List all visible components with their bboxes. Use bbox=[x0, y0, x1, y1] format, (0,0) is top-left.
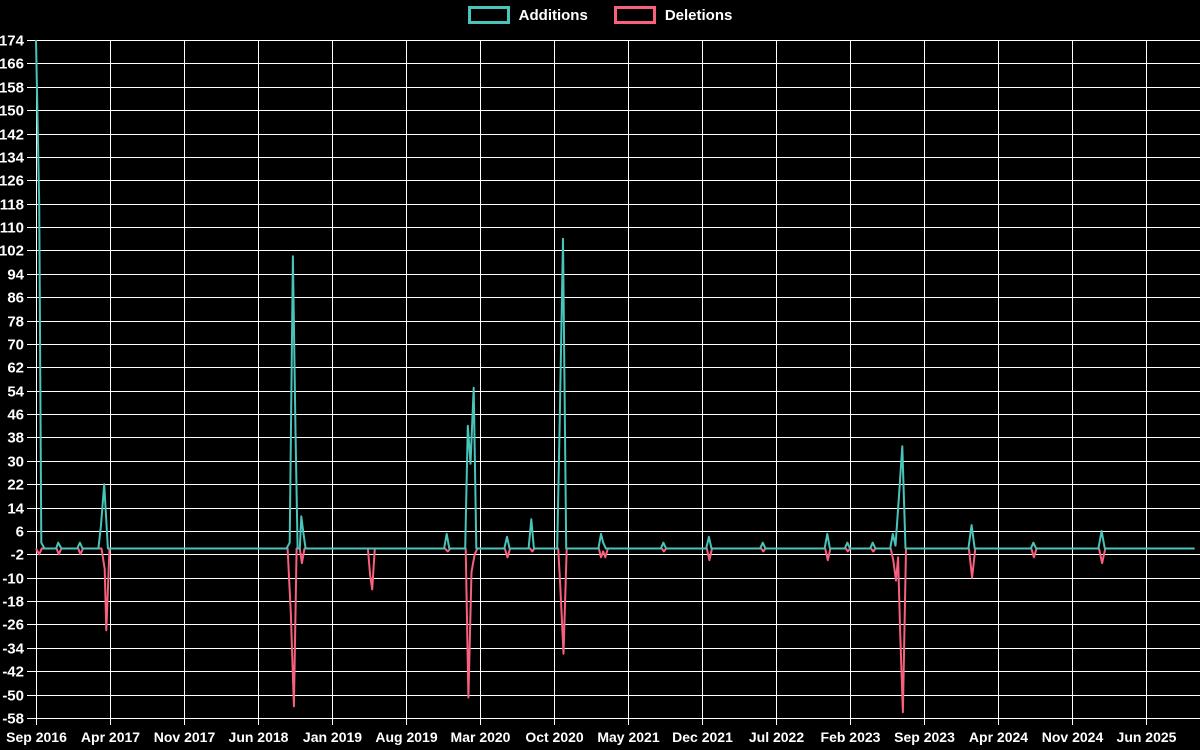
y-axis-label: 142 bbox=[0, 127, 24, 144]
x-axis-label: Nov 2024 bbox=[1042, 729, 1104, 745]
y-axis-label: 46 bbox=[7, 407, 24, 424]
y-axis-label: 30 bbox=[7, 454, 24, 471]
y-axis-label: -2 bbox=[11, 547, 24, 564]
x-axis-label: Feb 2023 bbox=[821, 729, 881, 745]
x-axis-label: Sep 2023 bbox=[894, 729, 955, 745]
y-axis-label: 78 bbox=[7, 314, 24, 331]
y-axis-label: -42 bbox=[2, 664, 24, 681]
legend-item-deletions[interactable]: Deletions bbox=[613, 6, 733, 24]
x-axis-label: Jan 2019 bbox=[303, 729, 362, 745]
x-axis-label: Jul 2022 bbox=[749, 729, 804, 745]
y-axis-label: -58 bbox=[2, 711, 24, 728]
y-axis-label: -18 bbox=[2, 594, 24, 611]
y-axis-label: 166 bbox=[0, 56, 24, 73]
series-line-deletions bbox=[35, 547, 1195, 714]
y-axis-label: 118 bbox=[0, 197, 24, 214]
y-axis-label: -50 bbox=[2, 688, 24, 705]
y-axis-label: 134 bbox=[0, 150, 25, 167]
y-axis-label: 6 bbox=[16, 524, 24, 541]
x-axis-label: Jun 2025 bbox=[1117, 729, 1177, 745]
y-axis-label: 22 bbox=[7, 477, 24, 494]
legend-label-additions: Additions bbox=[518, 6, 588, 24]
y-axis-label: 126 bbox=[0, 173, 24, 190]
y-axis-label: 70 bbox=[7, 337, 24, 354]
x-axis-label: Aug 2019 bbox=[375, 729, 437, 745]
y-axis-label: 38 bbox=[7, 430, 24, 447]
y-axis-label: 110 bbox=[0, 220, 24, 237]
y-axis-label: 54 bbox=[7, 384, 24, 401]
chart-legend: Additions Deletions bbox=[0, 6, 1200, 24]
deletions-swatch-icon bbox=[613, 6, 656, 24]
x-axis-label: Oct 2020 bbox=[525, 729, 584, 745]
series-line-additions bbox=[35, 39, 1195, 550]
additions-swatch-icon bbox=[467, 6, 510, 24]
x-axis-label: Apr 2017 bbox=[81, 729, 140, 745]
y-axis-label: 158 bbox=[0, 80, 24, 97]
x-axis-label: Apr 2024 bbox=[969, 729, 1028, 745]
y-axis-label: 86 bbox=[7, 290, 24, 307]
x-axis-label: Jun 2018 bbox=[229, 729, 289, 745]
y-axis-label: -34 bbox=[2, 641, 24, 658]
y-axis-label: -10 bbox=[2, 571, 24, 588]
legend-item-additions[interactable]: Additions bbox=[467, 6, 588, 24]
x-axis-label: Mar 2020 bbox=[451, 729, 511, 745]
legend-label-deletions: Deletions bbox=[664, 6, 733, 24]
x-axis-label: Dec 2021 bbox=[672, 729, 733, 745]
y-axis-label: 174 bbox=[0, 33, 25, 50]
x-axis-label: May 2021 bbox=[597, 729, 659, 745]
y-axis-label: 102 bbox=[0, 243, 24, 260]
y-axis-label: 14 bbox=[7, 501, 24, 518]
y-axis-label: 150 bbox=[0, 103, 24, 120]
y-axis-label: -26 bbox=[2, 617, 24, 634]
x-axis-label: Nov 2017 bbox=[154, 729, 216, 745]
x-axis-label: Sep 2016 bbox=[6, 729, 67, 745]
y-axis-label: 62 bbox=[7, 360, 24, 377]
y-axis-label: 94 bbox=[7, 267, 24, 284]
